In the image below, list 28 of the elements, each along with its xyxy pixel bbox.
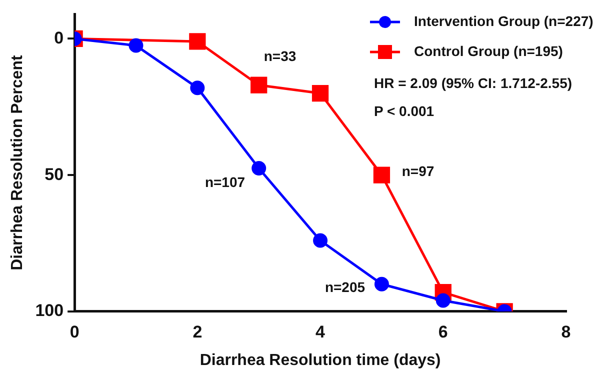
annotation: n=33 (264, 48, 296, 64)
point (373, 166, 390, 184)
point (436, 293, 450, 308)
x-tick-label: 6 (438, 322, 448, 342)
point (250, 76, 268, 94)
annotation: n=107 (204, 174, 246, 190)
point (374, 276, 389, 292)
point (128, 38, 144, 53)
y-tick-label: 100 (35, 301, 64, 320)
y-axis-title: Diarrhea Resolution Percent (9, 54, 26, 270)
point (189, 33, 206, 50)
x-tick-label: 4 (316, 322, 326, 342)
point (313, 233, 328, 248)
y-tick-label: 0 (54, 28, 64, 48)
point (190, 80, 205, 96)
annotation: HR = 2.09 (95% CI: 1.712-2.55) (374, 74, 572, 91)
x-tick-label: 2 (192, 322, 202, 342)
legend-label: Control Group (n=195) (414, 42, 563, 59)
x-axis-title: Diarrhea Resolution time (days) (200, 352, 441, 369)
x-tick-label: 0 (70, 322, 80, 342)
y-tick-label: 50 (44, 164, 64, 184)
point (312, 84, 329, 102)
x-tick-label: 8 (561, 322, 571, 342)
legend-label: Intervention Group (n=227) (414, 12, 594, 29)
annotation: P < 0.001 (374, 102, 434, 119)
point (252, 161, 266, 176)
annotation: n=205 (324, 278, 366, 295)
annotation: n=97 (402, 162, 434, 179)
